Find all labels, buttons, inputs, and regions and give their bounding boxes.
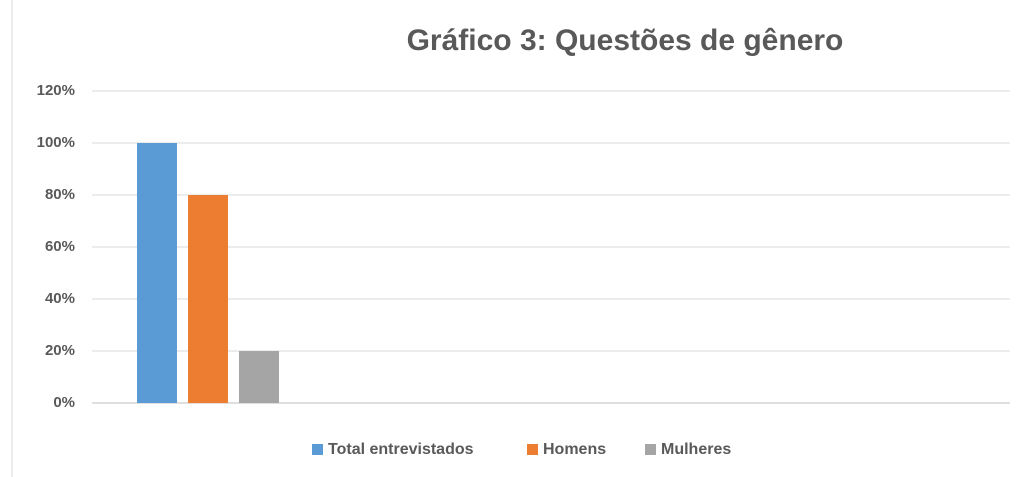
legend-label: Total entrevistados [328, 441, 474, 458]
y-tick-label: 20% [45, 342, 75, 359]
legend-swatch [645, 444, 656, 455]
bar [188, 195, 228, 403]
y-tick-label: 120% [37, 82, 75, 99]
legend-swatch [527, 444, 538, 455]
chart-title: Gráfico 3: Questões de gênero [407, 24, 844, 57]
y-tick-label: 60% [45, 238, 75, 255]
bar [239, 351, 279, 403]
y-tick-label: 0% [53, 394, 75, 411]
y-tick-label: 40% [45, 290, 75, 307]
legend-label: Mulheres [661, 441, 731, 458]
y-tick-label: 100% [37, 134, 75, 151]
y-tick-label: 80% [45, 186, 75, 203]
bar [137, 143, 177, 403]
legend-label: Homens [543, 441, 606, 458]
legend-swatch [312, 444, 323, 455]
